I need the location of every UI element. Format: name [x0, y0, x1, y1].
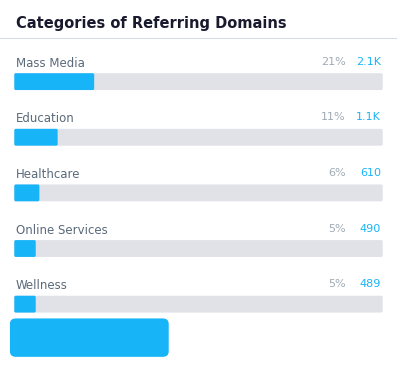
Text: Wellness: Wellness: [16, 279, 68, 292]
Text: Categories of Referring Domains: Categories of Referring Domains: [16, 16, 287, 31]
FancyBboxPatch shape: [14, 296, 36, 313]
FancyBboxPatch shape: [14, 184, 383, 201]
Text: 490: 490: [360, 224, 381, 234]
FancyBboxPatch shape: [14, 129, 383, 146]
Text: 6%: 6%: [328, 168, 345, 178]
FancyBboxPatch shape: [14, 296, 383, 313]
Text: 610: 610: [360, 168, 381, 178]
Text: Mass Media: Mass Media: [16, 57, 85, 70]
FancyBboxPatch shape: [14, 184, 39, 201]
Text: Online Services: Online Services: [16, 224, 108, 237]
Text: View full report: View full report: [41, 333, 138, 343]
Text: Education: Education: [16, 112, 75, 126]
Text: 5%: 5%: [328, 224, 345, 234]
FancyBboxPatch shape: [14, 73, 383, 90]
Text: 2.1K: 2.1K: [356, 57, 381, 67]
Text: 1.1K: 1.1K: [356, 112, 381, 122]
Text: 489: 489: [360, 279, 381, 289]
Text: 5%: 5%: [328, 279, 345, 289]
FancyBboxPatch shape: [14, 129, 58, 146]
Text: Healthcare: Healthcare: [16, 168, 80, 181]
Text: 11%: 11%: [321, 112, 345, 122]
FancyBboxPatch shape: [14, 240, 36, 257]
FancyBboxPatch shape: [14, 73, 94, 90]
FancyBboxPatch shape: [10, 318, 169, 357]
Text: 21%: 21%: [321, 57, 345, 67]
FancyBboxPatch shape: [14, 240, 383, 257]
